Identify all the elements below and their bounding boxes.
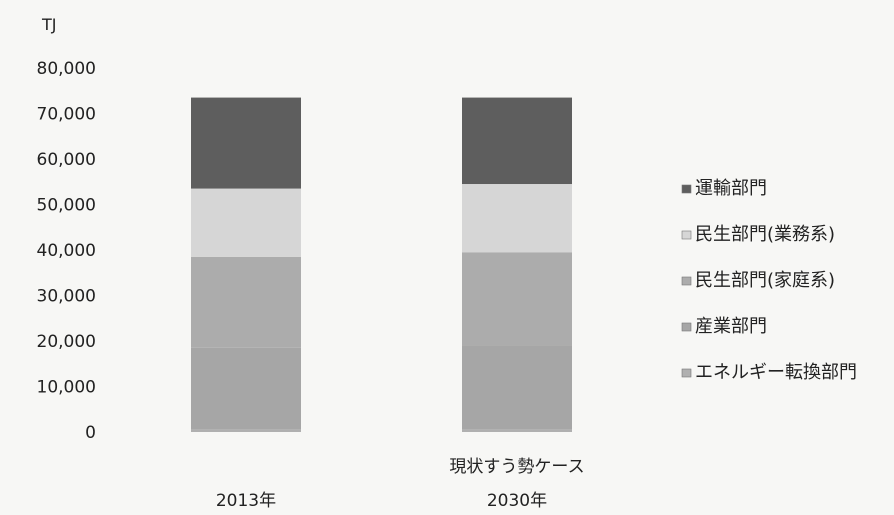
y-tick-label: 30,000 <box>37 287 96 307</box>
y-axis-unit-label: TJ <box>41 15 57 34</box>
legend-label: 民生部門(家庭系) <box>695 270 835 291</box>
category-label: 2013年 <box>216 491 276 511</box>
category-label: 2030年 <box>487 491 547 511</box>
y-tick-label: 80,000 <box>37 59 96 79</box>
category-labels: 2013年 現状すう勢ケース 2030年 <box>216 457 585 511</box>
legend-label: 民生部門(業務系) <box>695 224 835 245</box>
bar-segment <box>191 188 301 257</box>
bar-segment <box>191 97 301 189</box>
legend-swatch <box>681 276 692 286</box>
y-axis-tick-labels: 0 10,000 20,000 30,000 40,000 50,000 60,000 70,… <box>37 59 96 443</box>
legend-swatch <box>681 368 692 378</box>
legend-label: 産業部門 <box>695 316 767 337</box>
bar-segment <box>462 97 572 185</box>
legend-label: エネルギー転換部門 <box>695 362 857 383</box>
bar-segment <box>462 184 572 253</box>
legend-swatch <box>681 230 692 240</box>
legend-swatch <box>681 184 692 194</box>
bar-segment <box>191 429 301 432</box>
y-tick-label: 70,000 <box>37 105 96 125</box>
bar-segment <box>191 347 301 430</box>
bar-segment <box>462 429 572 432</box>
bar-segment <box>191 256 301 348</box>
y-tick-label: 60,000 <box>37 150 96 170</box>
bar-stacks <box>191 97 572 432</box>
bar-segment <box>462 345 572 430</box>
y-tick-label: 20,000 <box>37 332 96 352</box>
legend-label: 運輸部門 <box>695 178 767 199</box>
category-sublabel: 現状すう勢ケース <box>449 457 584 477</box>
bar-segment <box>462 252 572 346</box>
y-tick-label: 50,000 <box>37 196 96 216</box>
y-tick-label: 0 <box>85 423 96 443</box>
y-tick-label: 40,000 <box>37 241 96 261</box>
legend-swatch <box>681 322 692 332</box>
y-tick-label: 10,000 <box>37 378 96 398</box>
